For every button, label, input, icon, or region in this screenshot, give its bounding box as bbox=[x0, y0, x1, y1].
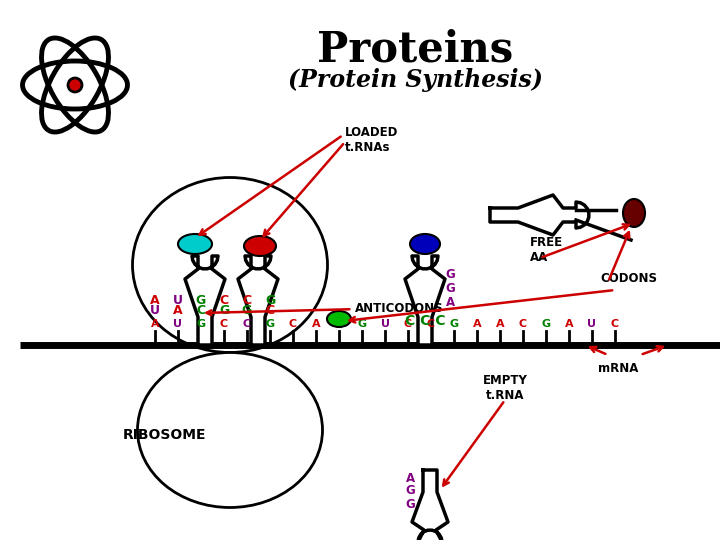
Text: G: G bbox=[405, 484, 415, 497]
Text: A: A bbox=[174, 304, 183, 317]
Polygon shape bbox=[412, 470, 448, 540]
Ellipse shape bbox=[178, 234, 212, 254]
Text: C: C bbox=[519, 319, 527, 329]
Text: G: G bbox=[445, 281, 455, 294]
Text: C: C bbox=[404, 319, 412, 329]
Text: A: A bbox=[495, 319, 504, 329]
Text: G: G bbox=[357, 319, 366, 329]
Text: C: C bbox=[220, 319, 228, 329]
Text: C: C bbox=[243, 319, 251, 329]
Ellipse shape bbox=[410, 234, 440, 254]
Polygon shape bbox=[185, 256, 225, 345]
Text: CODONS: CODONS bbox=[600, 272, 657, 285]
Text: mRNA: mRNA bbox=[598, 361, 638, 375]
Ellipse shape bbox=[327, 311, 351, 327]
Text: (Protein Synthesis): (Protein Synthesis) bbox=[287, 68, 542, 92]
Ellipse shape bbox=[138, 353, 323, 508]
Text: A: A bbox=[312, 319, 320, 329]
Polygon shape bbox=[490, 195, 589, 235]
Text: FREE
AA: FREE AA bbox=[530, 236, 563, 264]
Text: A: A bbox=[473, 319, 481, 329]
Text: A: A bbox=[150, 319, 159, 329]
Text: G: G bbox=[197, 319, 206, 329]
Text: G: G bbox=[265, 294, 275, 307]
Text: C: C bbox=[335, 319, 343, 329]
Text: C: C bbox=[197, 304, 206, 317]
Polygon shape bbox=[238, 256, 278, 345]
Text: U: U bbox=[173, 294, 183, 307]
Text: LOADED
t.RNAs: LOADED t.RNAs bbox=[345, 126, 398, 154]
Text: C: C bbox=[427, 319, 435, 329]
Text: U: U bbox=[588, 319, 596, 329]
Text: A: A bbox=[150, 294, 160, 307]
Text: U: U bbox=[174, 319, 182, 329]
Text: G: G bbox=[405, 497, 415, 510]
Text: G: G bbox=[242, 304, 252, 317]
Ellipse shape bbox=[623, 199, 645, 227]
Text: EMPTY
t.RNA: EMPTY t.RNA bbox=[482, 374, 528, 402]
Text: U: U bbox=[380, 319, 390, 329]
Text: G: G bbox=[266, 319, 274, 329]
Text: C: C bbox=[611, 319, 619, 329]
Ellipse shape bbox=[244, 236, 276, 256]
Text: C: C bbox=[243, 294, 251, 307]
Text: G: G bbox=[541, 319, 551, 329]
Text: A: A bbox=[446, 295, 454, 308]
Text: U: U bbox=[150, 304, 160, 317]
Text: C: C bbox=[266, 304, 274, 317]
Text: G: G bbox=[445, 267, 455, 280]
Text: G: G bbox=[449, 319, 459, 329]
Text: A: A bbox=[564, 319, 573, 329]
Text: C C C: C C C bbox=[405, 314, 445, 328]
Text: G: G bbox=[219, 304, 229, 317]
Text: Proteins: Proteins bbox=[317, 28, 513, 70]
Text: ANTICODONS: ANTICODONS bbox=[207, 301, 444, 315]
Text: G: G bbox=[196, 294, 206, 307]
Polygon shape bbox=[405, 256, 445, 345]
Text: RIBOSOME: RIBOSOME bbox=[123, 428, 207, 442]
Text: C: C bbox=[220, 294, 228, 307]
Text: A: A bbox=[405, 471, 415, 484]
Text: C: C bbox=[289, 319, 297, 329]
Circle shape bbox=[68, 78, 82, 92]
